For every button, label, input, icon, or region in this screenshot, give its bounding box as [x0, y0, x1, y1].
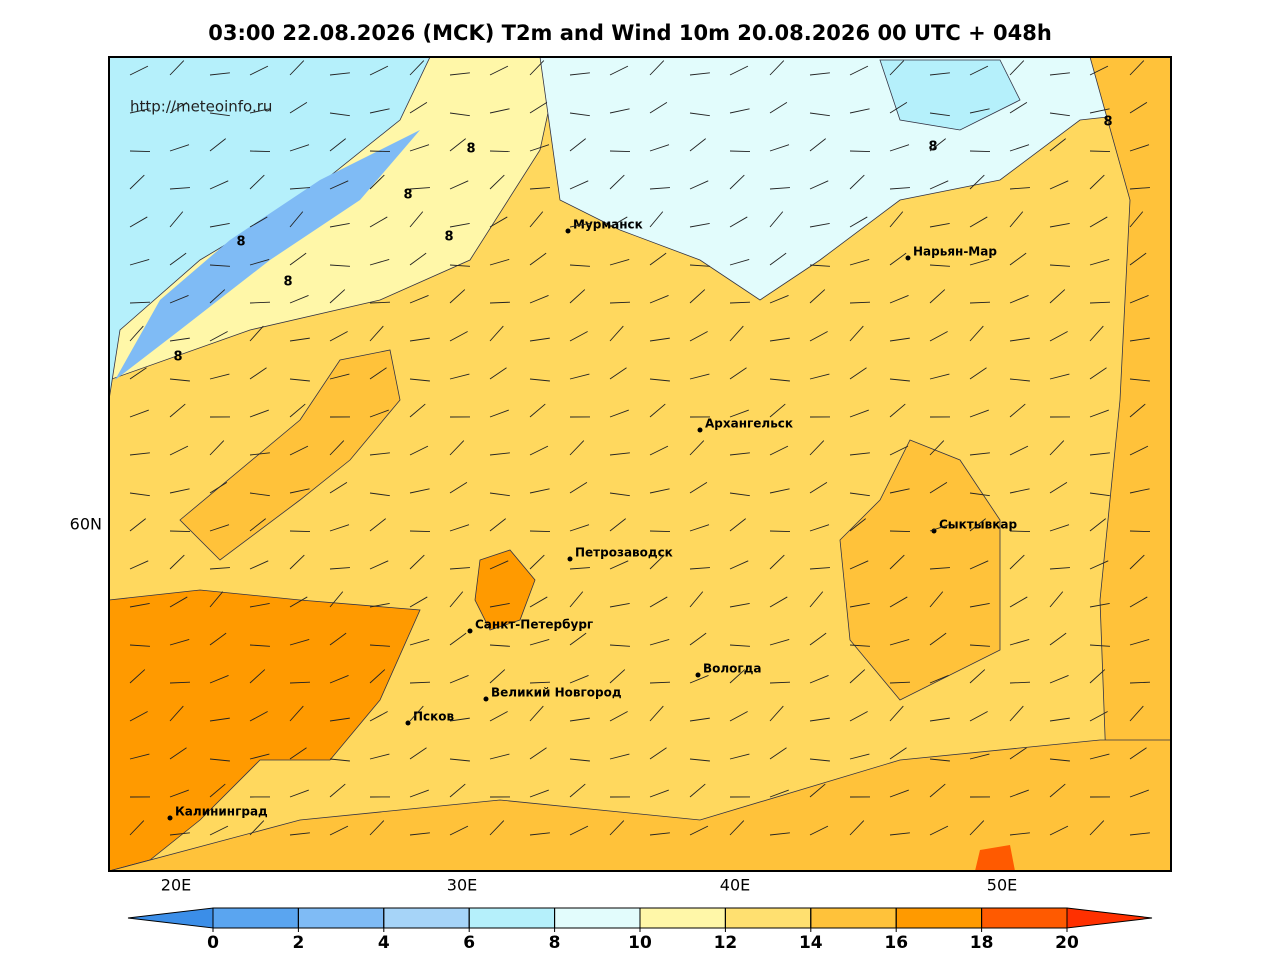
city-dot [484, 697, 489, 702]
colorbar-tick-label: 0 [207, 933, 219, 953]
colorbar-segment [555, 908, 640, 928]
contour-label: 8 [1103, 115, 1112, 130]
colorbar-segment [896, 908, 981, 928]
wind-barb [730, 151, 750, 152]
city-name: Вологда [703, 662, 761, 676]
colorbar-segment [982, 908, 1067, 928]
wind-barb [1130, 531, 1150, 532]
colorbar-segment [213, 908, 298, 928]
wind-barb [370, 151, 390, 152]
city-dot [566, 229, 571, 234]
colorbar-tick-label: 16 [884, 933, 908, 953]
colorbar-tick-label: 14 [799, 933, 823, 953]
city-dot [168, 816, 173, 821]
wind-barb [290, 531, 310, 532]
wind-barb [490, 151, 510, 152]
colorbar-arrow-high [1067, 908, 1152, 928]
lon-label: 40E [720, 876, 750, 895]
city-name: Калининград [175, 805, 268, 819]
wind-barb [250, 151, 270, 152]
contour-label: 8 [403, 188, 412, 203]
colorbar-tick-label: 18 [970, 933, 994, 953]
city-dot [468, 629, 473, 634]
colorbar-arrow-low [128, 908, 213, 928]
wind-barb [850, 151, 870, 152]
lon-label: 30E [447, 876, 477, 895]
city-name: Санкт-Петербург [475, 618, 593, 632]
wind-barb [530, 531, 550, 532]
city-dot [568, 557, 573, 562]
wind-barb [1010, 531, 1030, 532]
contour-label: 8 [444, 230, 453, 245]
wind-barb [890, 531, 910, 532]
city-name: Архангельск [705, 417, 793, 431]
title: 03:00 22.08.2026 (MCK) T2m and Wind 10m … [208, 21, 1052, 45]
colorbar-segment [469, 908, 554, 928]
colorbar-tick-label: 8 [549, 933, 561, 953]
wind-barb [170, 531, 190, 532]
contour-label: 8 [928, 140, 937, 155]
colorbar-tick-label: 2 [292, 933, 304, 953]
colorbar-segment [640, 908, 725, 928]
city-name: Великий Новгород [491, 686, 622, 700]
lon-label: 50E [987, 876, 1017, 895]
colorbar-tick-label: 6 [463, 933, 475, 953]
contour-label: 8 [466, 142, 475, 157]
wind-barb [770, 531, 790, 532]
city-dot [906, 256, 911, 261]
colorbar-tick-label: 12 [714, 933, 738, 953]
wind-barb [970, 151, 990, 152]
wind-barb [410, 531, 430, 532]
wind-barb [130, 151, 150, 152]
lat-label: 60N [70, 515, 102, 534]
colorbar-tick-label: 10 [628, 933, 652, 953]
city-name: Петрозаводск [575, 546, 673, 560]
contour-label: 8 [236, 235, 245, 250]
colorbar-segment [384, 908, 469, 928]
colorbar-tick-label: 20 [1055, 933, 1079, 953]
city-name: Псков [413, 710, 455, 724]
city-dot [406, 721, 411, 726]
contour-label: 8 [283, 275, 292, 290]
city-dot [698, 428, 703, 433]
map-fill [109, 57, 1171, 871]
wind-barb [1090, 151, 1110, 152]
wind-barb [650, 531, 670, 532]
city-name: Нарьян-Мар [913, 245, 997, 259]
wind-barb [610, 151, 630, 152]
colorbar-segment [811, 908, 896, 928]
colorbar-tick-label: 4 [378, 933, 390, 953]
contour-label: 8 [173, 350, 182, 365]
colorbar-segment [725, 908, 810, 928]
lon-label: 20E [161, 876, 191, 895]
city-dot [696, 673, 701, 678]
colorbar-segment [298, 908, 383, 928]
